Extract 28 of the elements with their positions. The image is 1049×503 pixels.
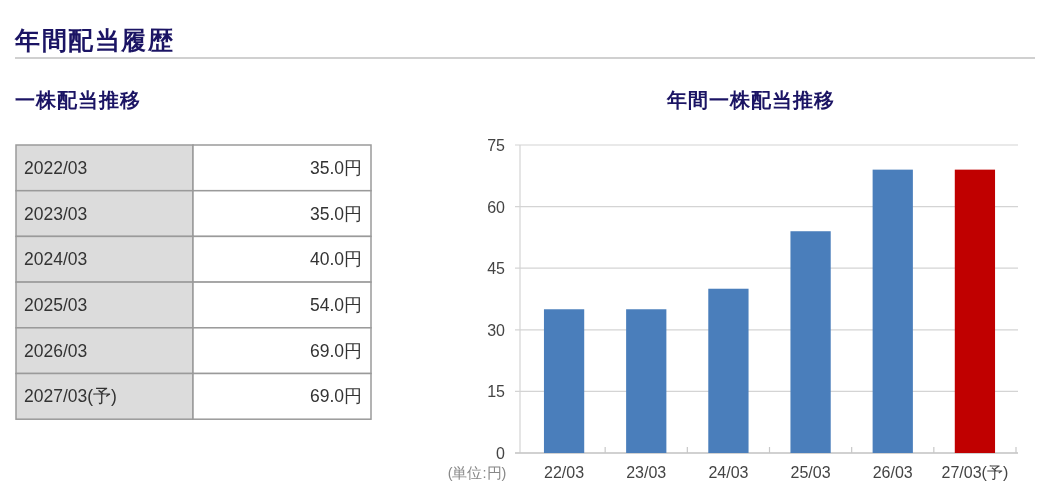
y-tick-label: 60 <box>487 198 505 216</box>
table-value: 40.0円 <box>309 249 362 270</box>
table-row-label: 2025/03 <box>24 294 88 315</box>
y-tick-label: 45 <box>487 260 505 278</box>
table-value: 54.0円 <box>309 294 362 315</box>
x-tick-label: 24/03 <box>708 464 749 481</box>
table-row-label: 2022/03 <box>24 157 88 178</box>
section-heading: 一株配当推移 <box>15 89 141 111</box>
table-value: 69.0円 <box>309 340 362 361</box>
y-tick-label: 0 <box>496 445 505 462</box>
table-row-label: 2026/03 <box>24 340 88 361</box>
chart-title: 年間一株配当推移 <box>667 89 835 111</box>
table-row-label: 2024/03 <box>24 249 88 270</box>
y-tick-label: 15 <box>487 383 505 401</box>
table-value: 35.0円 <box>309 157 362 178</box>
table-value: 35.0円 <box>309 203 362 224</box>
x-tick-label: 23/03 <box>626 464 667 481</box>
x-tick-label: 22/03 <box>544 464 585 481</box>
table-row-label: 2023/03 <box>24 203 88 224</box>
y-tick-label: 30 <box>487 321 505 339</box>
x-tick-label: 26/03 <box>872 464 913 481</box>
x-tick-label: 27/03(予) <box>941 464 1009 481</box>
unit-note: (単位:円) <box>447 465 507 481</box>
page-heading: 年間配当履歴 <box>15 26 174 54</box>
table-row-label: 2027/03(予) <box>24 386 117 407</box>
x-tick-label: 25/03 <box>790 464 831 481</box>
table-value: 69.0円 <box>309 386 362 407</box>
y-tick-label: 75 <box>487 137 505 154</box>
